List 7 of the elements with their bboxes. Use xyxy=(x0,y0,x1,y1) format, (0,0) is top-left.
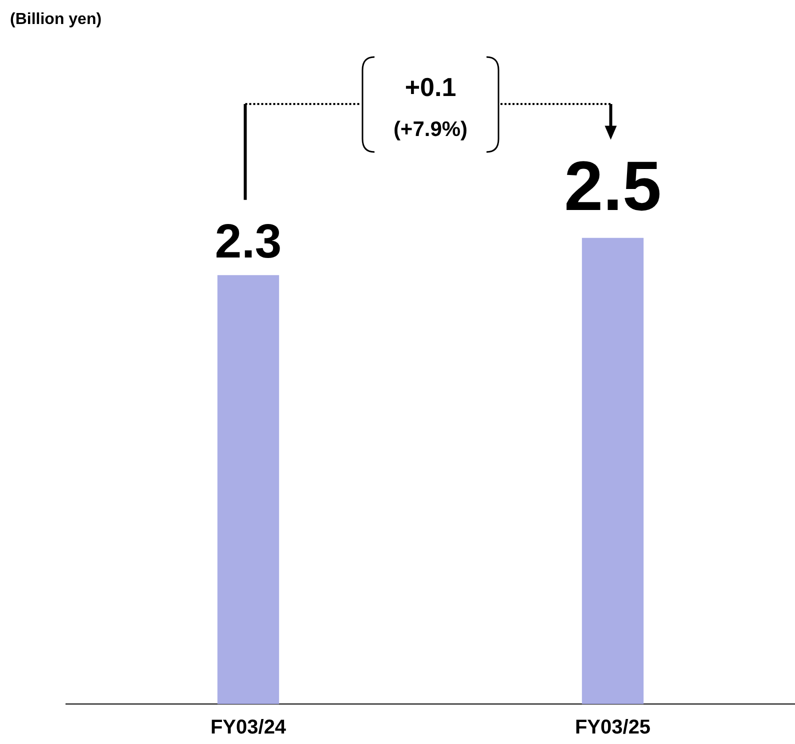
x-tick-label: FY03/24 xyxy=(210,716,287,739)
text: (+7.9%) xyxy=(393,118,468,141)
data-label: 2.5 xyxy=(564,147,662,226)
text: (Billion yen) xyxy=(10,11,102,28)
text: +0.1 xyxy=(404,72,456,102)
data-label: 2.3 xyxy=(214,215,282,268)
x-tick-label: FY03/25 xyxy=(574,716,651,739)
